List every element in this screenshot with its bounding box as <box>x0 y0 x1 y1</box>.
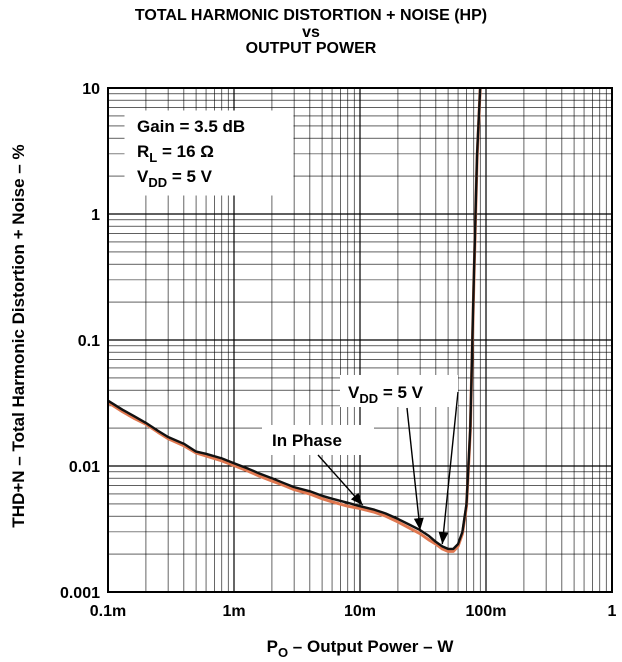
in-phase-annotation: In Phase <box>272 431 342 450</box>
x-axis-label: PO – Output Power – W <box>267 637 455 660</box>
series-line-0 <box>108 88 482 551</box>
in-phase-arrow-head <box>350 492 363 506</box>
chart-title-line-3: OUTPUT POWER <box>245 40 377 57</box>
conditions-box-bg <box>124 110 294 196</box>
y-tick-label: 0.1 <box>78 333 100 350</box>
x-tick-label: 1 <box>608 603 617 620</box>
vdd-arrow-2 <box>441 391 459 545</box>
x-tick-label: 0.1m <box>90 603 126 620</box>
vdd-annotation-bg <box>340 375 458 407</box>
x-tick-label: 10m <box>344 603 376 620</box>
condition-text: VDD = 5 V <box>137 167 213 190</box>
series-line-1 <box>108 88 482 553</box>
plot-frame <box>107 87 613 593</box>
x-tick-label: 1m <box>222 603 245 620</box>
annotation-layer: VDD = 5 V In Phase <box>262 375 459 545</box>
y-tick-label: 1 <box>91 207 100 224</box>
y-tick-label: 0.001 <box>60 585 100 602</box>
vdd-arrow-2-head <box>438 531 449 545</box>
condition-text: Gain = 3.5 dB <box>137 117 245 136</box>
chart-title-line-1: TOTAL HARMONIC DISTORTION + NOISE (HP) <box>134 7 488 24</box>
in-phase-annotation-bg <box>262 425 374 455</box>
tick-labels: 0.1m 1m 10m 100m 1 0.001 0.01 0.1 1 10 <box>60 81 617 620</box>
chart-title-line-2: vs <box>302 24 320 41</box>
vdd-arrow-head <box>413 517 424 531</box>
series-layer <box>108 88 482 553</box>
y-axis-label: THD+N – Total Harmonic Distortion + Nois… <box>9 144 28 527</box>
vdd-annotation: VDD = 5 V <box>348 383 424 406</box>
x-tick-label: 100m <box>466 603 507 620</box>
y-tick-label: 0.01 <box>69 459 100 476</box>
condition-text: RL = 16 Ω <box>137 142 214 165</box>
vdd-arrow <box>406 407 421 531</box>
y-tick-label: 10 <box>82 81 100 98</box>
